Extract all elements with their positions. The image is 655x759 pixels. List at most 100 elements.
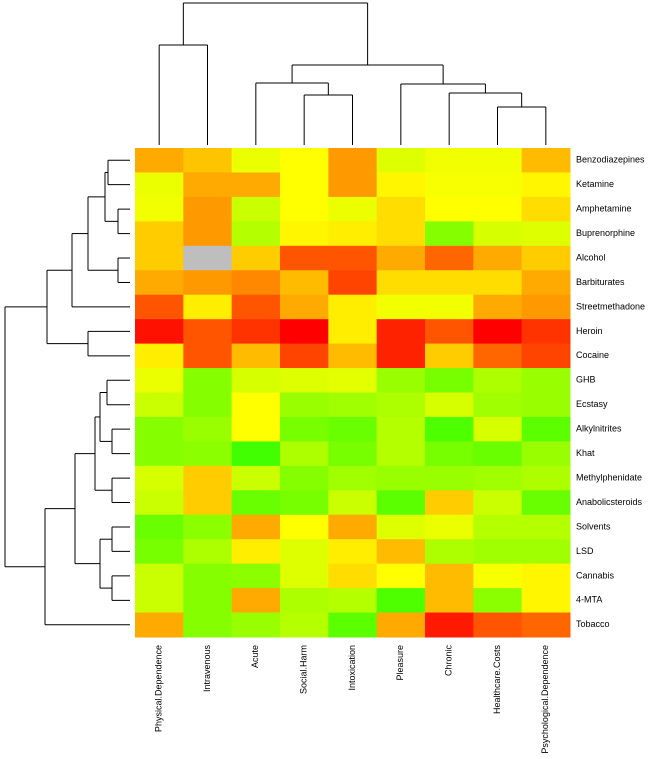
heatmap-cell (135, 270, 184, 296)
heatmap-cell (328, 612, 378, 638)
heatmap-cell (280, 343, 329, 369)
heatmap-cell (473, 172, 523, 198)
heatmap-cell (183, 539, 233, 565)
heatmap-cell (280, 368, 329, 393)
heatmap-cell (280, 539, 329, 565)
column-label: Intravenous (202, 645, 212, 693)
heatmap-cell (183, 172, 233, 198)
heatmap-cell (183, 196, 233, 222)
heatmap-cell (231, 245, 281, 271)
heatmap-cell (521, 612, 571, 638)
column-label: Healthcare.Costs (492, 645, 502, 715)
heatmap-cell (473, 563, 523, 589)
heatmap-cell (231, 539, 281, 565)
heatmap-cell (280, 416, 329, 442)
heatmap-cell (231, 563, 281, 589)
row-label: Alcohol (576, 252, 606, 262)
heatmap-cell (328, 490, 378, 516)
row-label: Ecstasy (576, 399, 608, 409)
row-label: Buprenorphine (576, 228, 635, 238)
heatmap-cell (376, 612, 426, 638)
heatmap-cell (376, 368, 426, 393)
heatmap-cell (183, 514, 233, 540)
column-label: Pleasure (395, 645, 405, 681)
heatmap-cell (425, 245, 474, 271)
heatmap-cell (231, 172, 281, 198)
heatmap-cell (135, 221, 184, 247)
heatmap-cell (183, 148, 233, 173)
heatmap-cell (473, 539, 523, 565)
heatmap-cell (473, 490, 523, 516)
heatmap-cell (521, 294, 571, 320)
heatmap-cell (183, 221, 233, 247)
heatmap-cell (425, 441, 474, 467)
heatmap-cell (280, 319, 329, 345)
column-label: Physical.Dependence (154, 645, 164, 732)
heatmap-cell (376, 588, 426, 614)
heatmap-cell (280, 172, 329, 198)
row-label: Benzodiazepines (576, 155, 645, 165)
heatmap-cell (135, 343, 184, 369)
heatmap-cell (425, 270, 474, 296)
heatmap-cell (521, 196, 571, 222)
heatmap-cell (521, 148, 571, 173)
heatmap-cell (376, 563, 426, 589)
heatmap-cell (183, 392, 233, 418)
heatmap-cell (135, 563, 184, 589)
heatmap-cell (135, 416, 184, 442)
heatmap-cell (231, 441, 281, 467)
heatmap-cell (425, 392, 474, 418)
heatmap-cell (473, 270, 523, 296)
heatmap-cell (183, 343, 233, 369)
heatmap-cell (280, 294, 329, 320)
heatmap-cell (135, 465, 184, 491)
heatmap-cell (328, 368, 378, 393)
heatmap-cell (231, 343, 281, 369)
heatmap-cell (135, 490, 184, 516)
row-label: Tobacco (576, 619, 610, 629)
heatmap-cell (280, 490, 329, 516)
row-label: Alkylnitrites (576, 424, 622, 434)
heatmap-cell (183, 294, 233, 320)
heatmap-cell (231, 368, 281, 393)
heatmap-cell (328, 172, 378, 198)
heatmap-cell (521, 416, 571, 442)
heatmap-cell (183, 319, 233, 345)
heatmap-cell (425, 514, 474, 540)
heatmap-cell (231, 319, 281, 345)
heatmap-cell (183, 416, 233, 442)
row-label: Barbiturates (576, 277, 625, 287)
row-label: Ketamine (576, 179, 614, 189)
heatmap-cell (425, 465, 474, 491)
heatmap-cell (521, 490, 571, 516)
heatmap-cell (425, 490, 474, 516)
heatmap-cell (135, 588, 184, 614)
heatmap-cell (473, 416, 523, 442)
heatmap-cell (521, 392, 571, 418)
heatmap-cell (231, 196, 281, 222)
heatmap-cell (280, 612, 329, 638)
heatmap-cell (521, 465, 571, 491)
column-label: Acute (250, 645, 260, 668)
heatmap-cell (183, 490, 233, 516)
heatmap-cell (473, 319, 523, 345)
row-label: Heroin (576, 326, 603, 336)
heatmap-cell (231, 392, 281, 418)
heatmap-cell (328, 245, 378, 271)
heatmap-cell (280, 245, 329, 271)
heatmap-cell (231, 612, 281, 638)
heatmap-cell (328, 221, 378, 247)
heatmap-cell (521, 245, 571, 271)
heatmap-cell (280, 148, 329, 173)
heatmap-cell (183, 270, 233, 296)
heatmap-cell (280, 392, 329, 418)
heatmap-cell (280, 196, 329, 222)
heatmap-cell (328, 319, 378, 345)
column-label: Social.Harm (299, 645, 309, 694)
heatmap-cell (328, 270, 378, 296)
heatmap-cell (231, 588, 281, 614)
heatmap-cell (183, 368, 233, 393)
heatmap-cell (135, 514, 184, 540)
heatmap-cell (376, 245, 426, 271)
heatmap-cell (231, 221, 281, 247)
